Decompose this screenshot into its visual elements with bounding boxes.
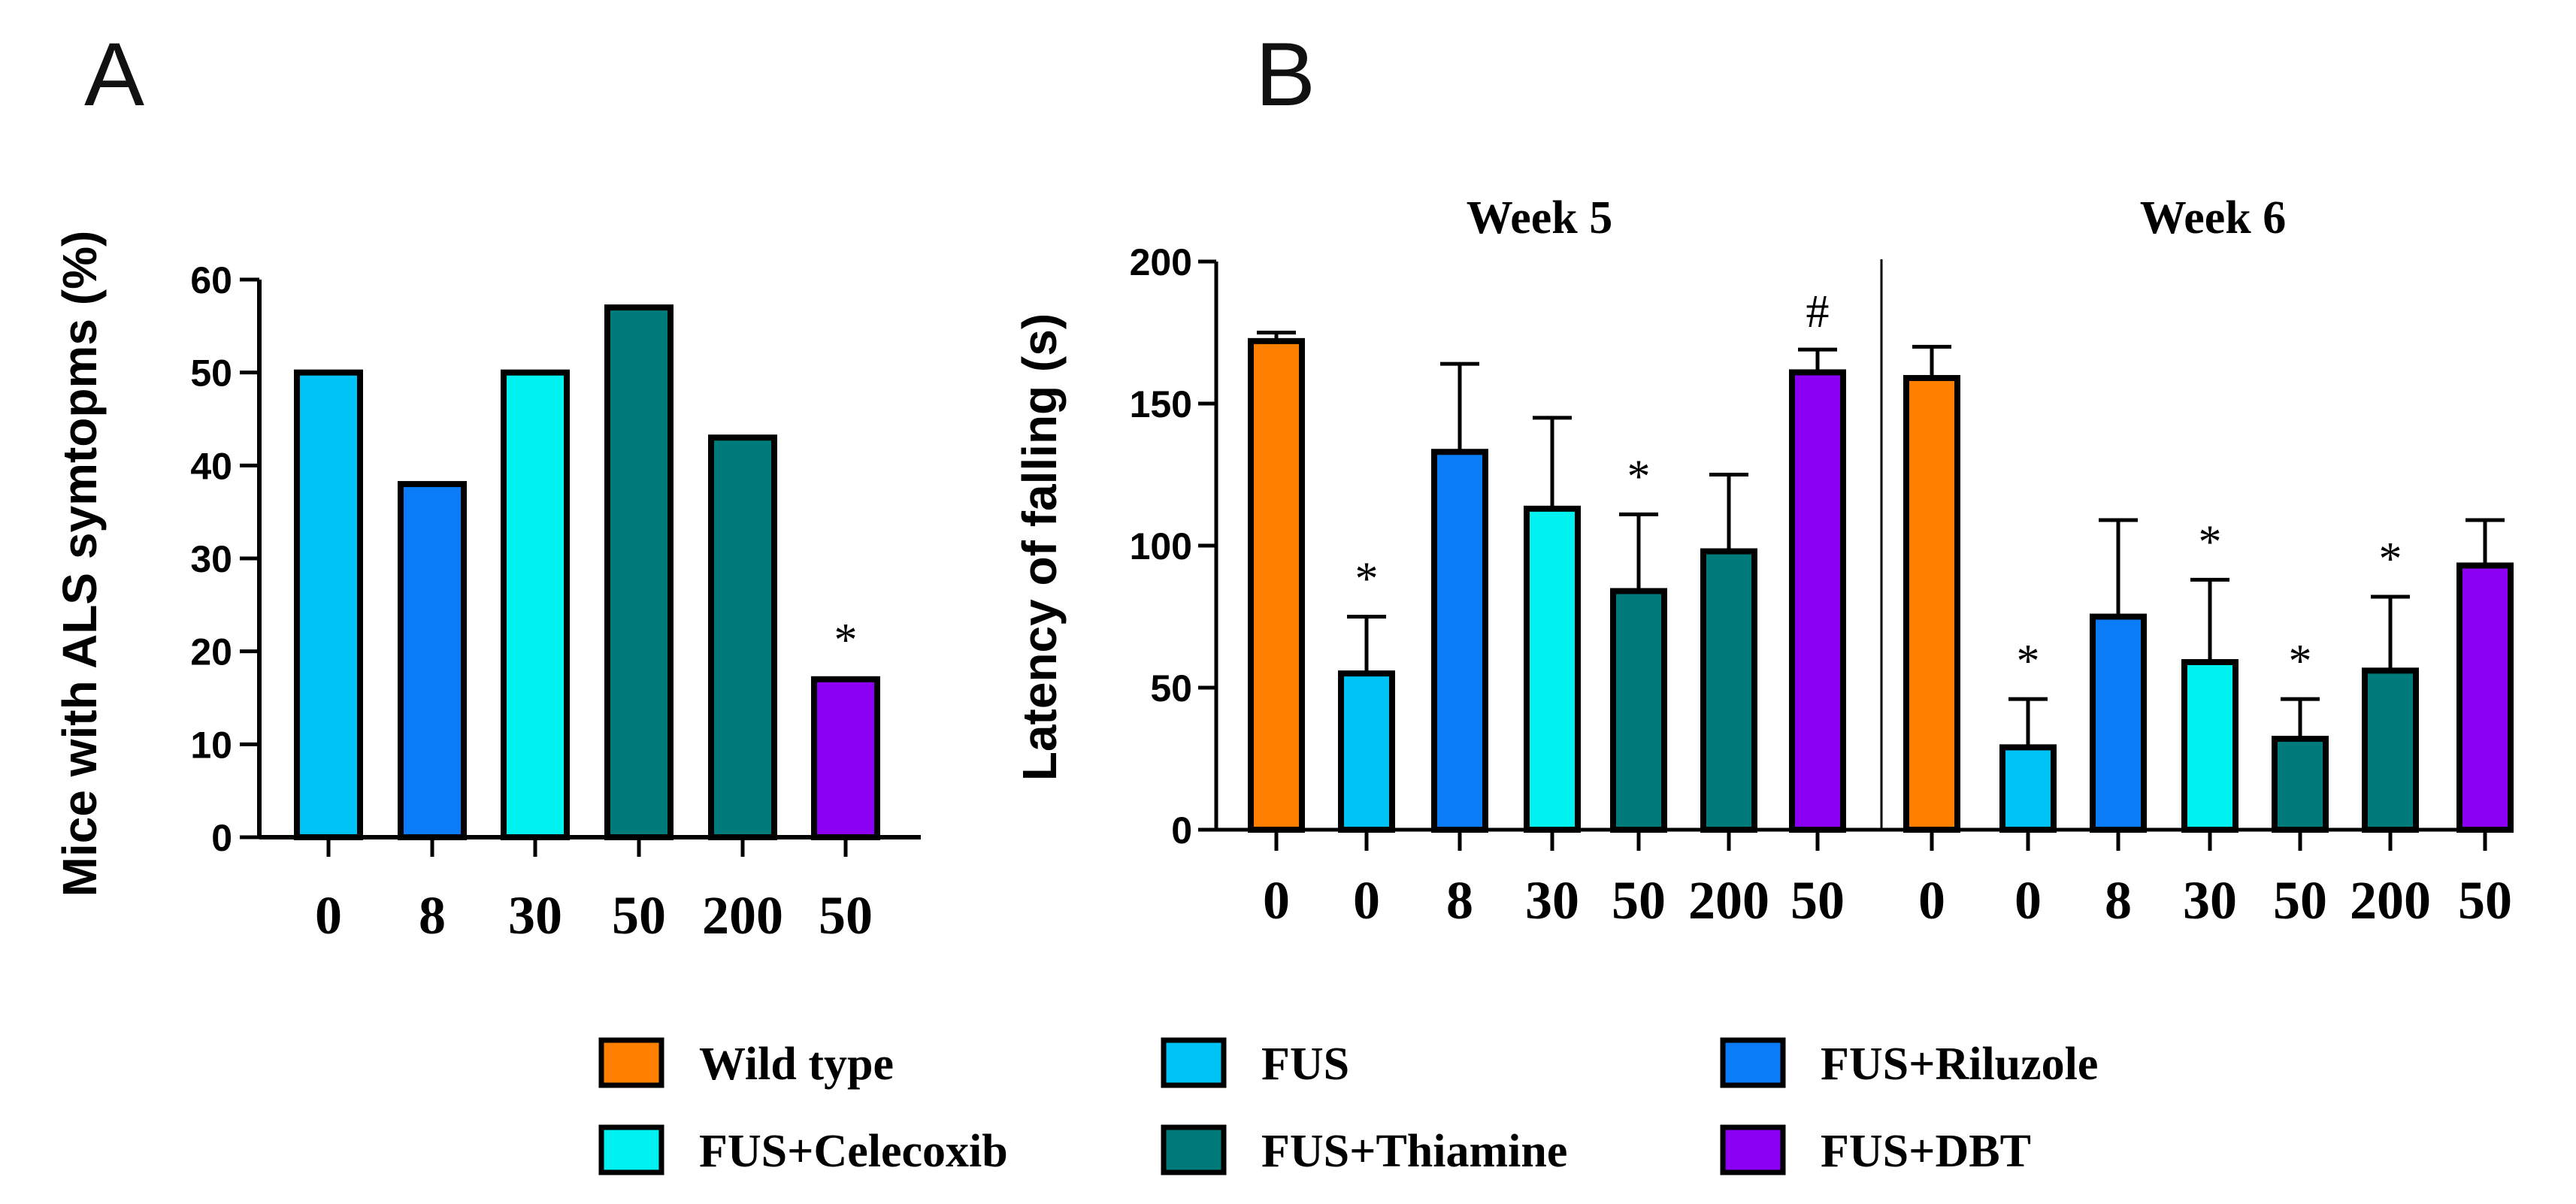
- x-tick-label-b: 50: [2273, 870, 2327, 930]
- bar-b: [2362, 667, 2419, 833]
- y-tick-label-a: 60: [190, 259, 232, 301]
- chart-a: 0 10 20 30 40 50 60 0 8 30 50 200 50 * Mice with ALS s…: [53, 231, 921, 945]
- y-tick-label-a: 40: [190, 445, 232, 487]
- x-tick-label-b: 200: [1688, 870, 1769, 930]
- legend-label: FUS+Celecoxib: [699, 1126, 1008, 1177]
- bar-b: [1700, 548, 1757, 833]
- y-tick-label-a: 30: [190, 538, 232, 580]
- panel-a-label: A: [84, 24, 144, 125]
- significance-marker-b: *: [1355, 554, 1379, 605]
- legend-swatch: [1720, 1037, 1786, 1088]
- y-axis-label-a: Mice with ALS symtopms (%): [53, 231, 107, 897]
- y-tick-label-a: 0: [211, 817, 232, 859]
- x-tick-label-b: 8: [1446, 870, 1473, 930]
- y-tick-label-a: 10: [190, 724, 232, 766]
- x-tick-label-b: 50: [1790, 870, 1845, 930]
- x-tick-label-b: 0: [1353, 870, 1380, 930]
- legend-swatch: [1720, 1124, 1786, 1175]
- bar-b: [1431, 449, 1488, 833]
- legend-label: FUS: [1261, 1039, 1349, 1090]
- y-tick-label-b: 100: [1130, 525, 1192, 567]
- significance-marker-a: *: [834, 615, 858, 666]
- bar-b: [1524, 505, 1581, 833]
- legend-label: FUS+Riluzole: [1821, 1039, 2098, 1090]
- x-tick-label-b: 30: [2183, 870, 2237, 930]
- x-tick-label-a: 200: [702, 885, 783, 945]
- x-tick-label-b: 50: [2458, 870, 2512, 930]
- x-tick-label-a: 50: [819, 885, 873, 945]
- y-tick-label-b: 200: [1130, 241, 1192, 283]
- y-tick-label-b: 150: [1130, 383, 1192, 425]
- bar-b: [1338, 670, 1395, 833]
- x-tick-label-b: 0: [1918, 870, 1945, 930]
- significance-marker-b: #: [1806, 286, 1830, 337]
- significance-marker-b: *: [2017, 636, 2040, 687]
- facet-title: Week 6: [2140, 192, 2287, 244]
- y-tick-label-b: 0: [1171, 809, 1192, 852]
- x-tick-label-b: 200: [2350, 870, 2431, 930]
- bar-b: [1610, 588, 1667, 833]
- bar-b: [2090, 613, 2147, 833]
- bar-b: [2272, 736, 2329, 833]
- bar-a: [294, 369, 363, 840]
- y-tick-label-a: 20: [190, 631, 232, 673]
- chart-b: 0 50 100 150 200 Latency of falling (s) Week 5…: [1013, 192, 2514, 930]
- legend-swatch: [1161, 1037, 1227, 1088]
- x-tick-label-b: 30: [1525, 870, 1579, 930]
- x-tick-label-b: 0: [2014, 870, 2042, 930]
- bar-b: [2456, 562, 2514, 833]
- x-tick-label-a: 50: [612, 885, 666, 945]
- significance-marker-b: *: [2289, 636, 2312, 687]
- bar-a: [811, 676, 880, 840]
- panel-b-label: B: [1255, 24, 1315, 125]
- x-tick-label-b: 8: [2105, 870, 2132, 930]
- bar-a: [501, 369, 570, 840]
- x-tick-label-a: 0: [315, 885, 342, 945]
- legend-swatch: [598, 1124, 664, 1175]
- bar-b: [1789, 369, 1846, 833]
- bar-b: [2181, 658, 2238, 833]
- legend-swatch: [598, 1037, 664, 1088]
- significance-marker-b: *: [2379, 534, 2402, 585]
- bar-a: [708, 434, 777, 840]
- y-tick-label-b: 50: [1150, 667, 1192, 709]
- x-tick-label-b: 0: [1263, 870, 1290, 930]
- bar-b: [1999, 744, 2057, 833]
- legend-label: FUS+Thiamine: [1261, 1126, 1567, 1177]
- bar-b: [1248, 337, 1305, 833]
- bar-a: [604, 304, 674, 841]
- legend: Wild type FUS FUS+Riluzole FUS+Celecoxib FUS…: [598, 1037, 2098, 1177]
- x-tick-label-a: 8: [419, 885, 446, 945]
- bar-b: [1903, 374, 1960, 833]
- legend-label: FUS+DBT: [1821, 1126, 2031, 1177]
- significance-marker-b: *: [1627, 451, 1651, 502]
- significance-marker-b: *: [2199, 516, 2222, 567]
- facet-title: Week 5: [1467, 192, 1613, 244]
- legend-swatch: [1161, 1124, 1227, 1175]
- y-axis-label-b: Latency of falling (s): [1013, 313, 1067, 781]
- x-tick-label-b: 50: [1612, 870, 1666, 930]
- legend-label: Wild type: [699, 1039, 894, 1090]
- y-tick-label-a: 50: [190, 352, 232, 395]
- bar-a: [398, 481, 467, 840]
- x-tick-label-a: 30: [508, 885, 562, 945]
